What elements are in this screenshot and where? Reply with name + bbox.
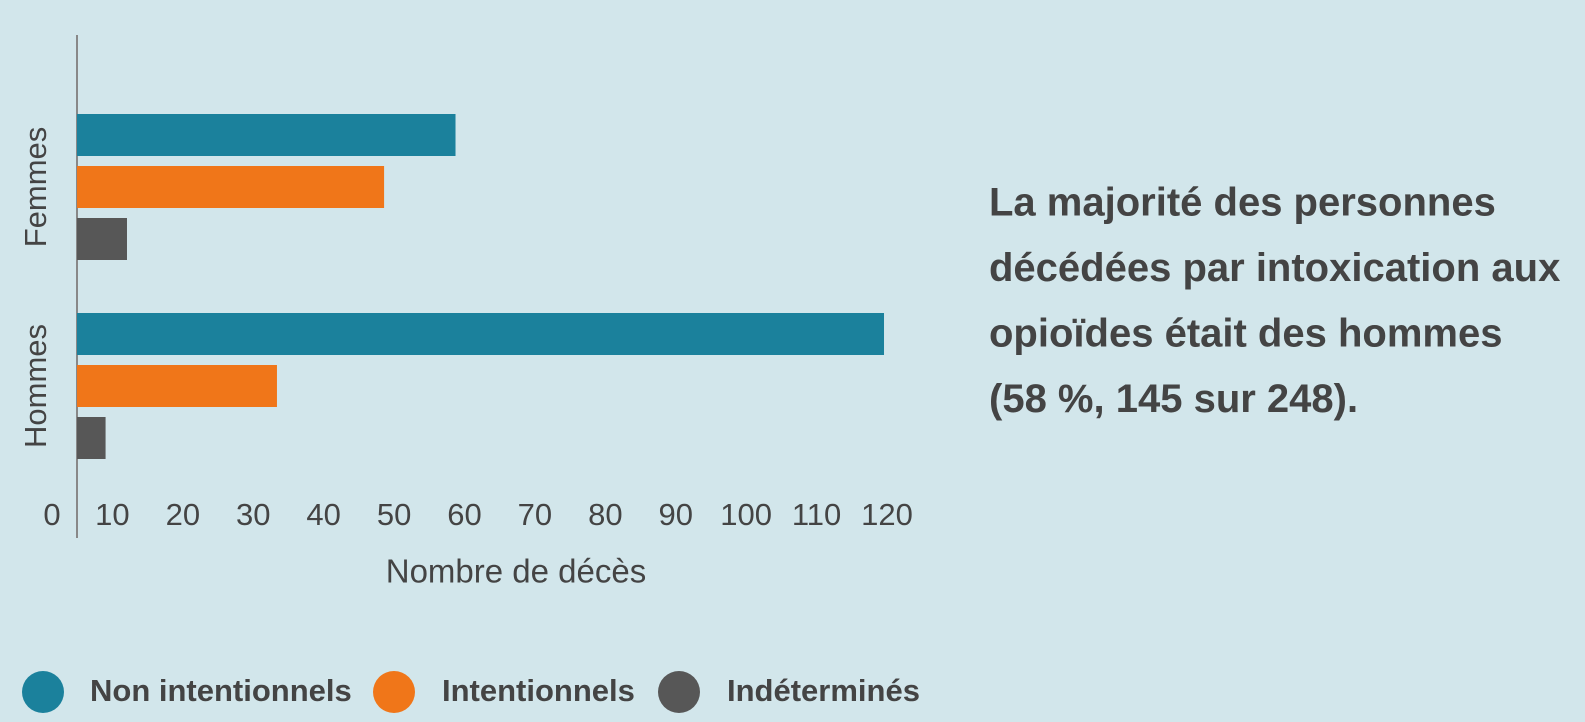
x-tick-label: 60: [447, 497, 481, 532]
annotation: décédées par intoxication aux: [989, 246, 1560, 290]
legend-swatch: [22, 671, 64, 713]
y-tick-label: Hommes: [18, 324, 53, 448]
legend-label: Intentionnels: [442, 673, 635, 708]
x-axis-label: Nombre de décès: [386, 553, 646, 590]
bar: [77, 114, 456, 156]
x-tick-label: 0: [43, 497, 60, 532]
x-tick-label: 70: [518, 497, 552, 532]
bar: [77, 218, 127, 260]
annotation: opioïdes était des hommes: [989, 312, 1502, 356]
bar: [77, 417, 106, 459]
legend-swatch: [658, 671, 700, 713]
legend-label: Non intentionnels: [90, 673, 352, 708]
bar: [77, 313, 885, 355]
x-tick-label: 110: [792, 497, 841, 532]
legend-label: Indéterminés: [727, 673, 920, 708]
x-tick-label: 40: [306, 497, 340, 532]
x-tick-label: 20: [166, 497, 200, 532]
bar: [77, 365, 277, 407]
x-tick-label: 90: [659, 497, 693, 532]
y-tick-label: Femmes: [18, 127, 53, 248]
x-tick-label: 120: [861, 497, 913, 532]
annotation: La majorité des personnes: [989, 181, 1496, 225]
x-tick-label: 50: [377, 497, 411, 532]
legend-swatch: [373, 671, 415, 713]
annotation: (58 %, 145 sur 248).: [989, 377, 1358, 421]
x-tick-label: 30: [236, 497, 270, 532]
x-tick-label: 10: [95, 497, 129, 532]
x-tick-label: 80: [588, 497, 622, 532]
x-tick-label: 100: [720, 497, 772, 532]
bar: [77, 166, 385, 208]
